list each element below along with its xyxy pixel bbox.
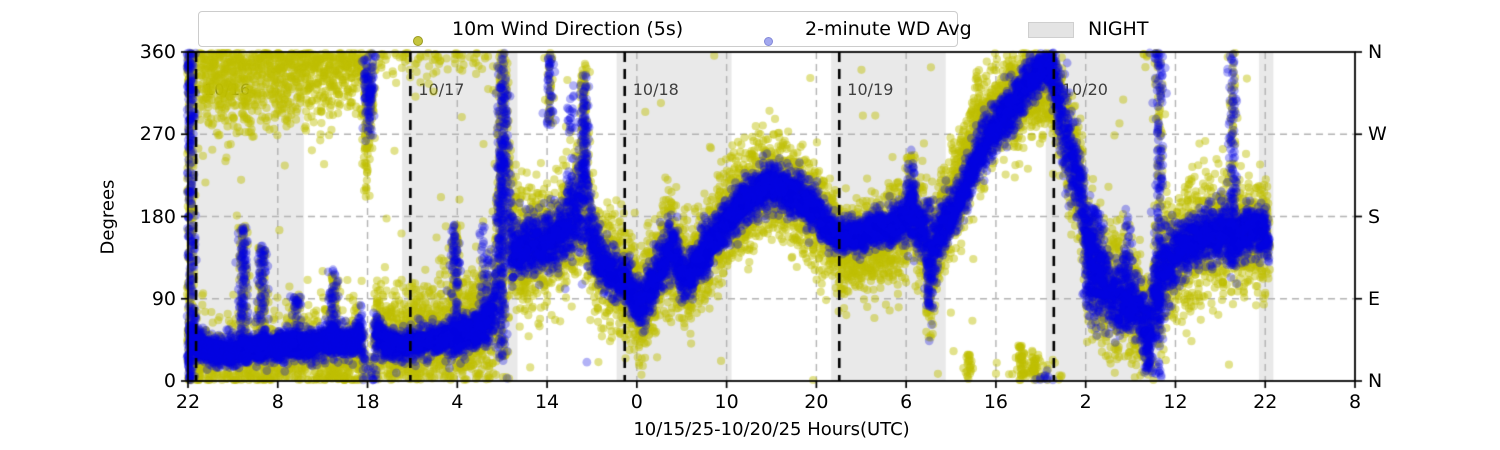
legend: 10m Wind Direction (5s) 2-minute WD Avg … bbox=[198, 11, 1148, 47]
legend-label-avg: 2-minute WD Avg bbox=[805, 18, 972, 40]
night-patch-icon bbox=[1028, 22, 1074, 38]
avg-wind-marker-icon bbox=[764, 37, 773, 46]
raw-wind-marker-icon bbox=[413, 36, 423, 46]
legend-label-raw: 10m Wind Direction (5s) bbox=[452, 18, 684, 40]
legend-label-night: NIGHT bbox=[1088, 18, 1149, 40]
